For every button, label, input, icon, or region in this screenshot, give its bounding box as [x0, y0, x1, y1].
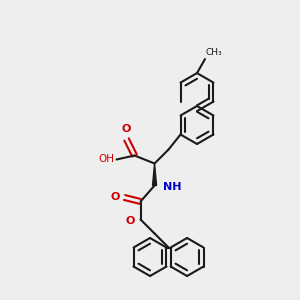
Polygon shape — [152, 164, 157, 185]
Text: O: O — [125, 217, 134, 226]
Text: O: O — [110, 193, 119, 202]
Text: O: O — [122, 124, 131, 134]
Text: NH: NH — [163, 182, 181, 193]
Text: OH: OH — [98, 154, 115, 164]
Text: CH₃: CH₃ — [206, 48, 223, 57]
